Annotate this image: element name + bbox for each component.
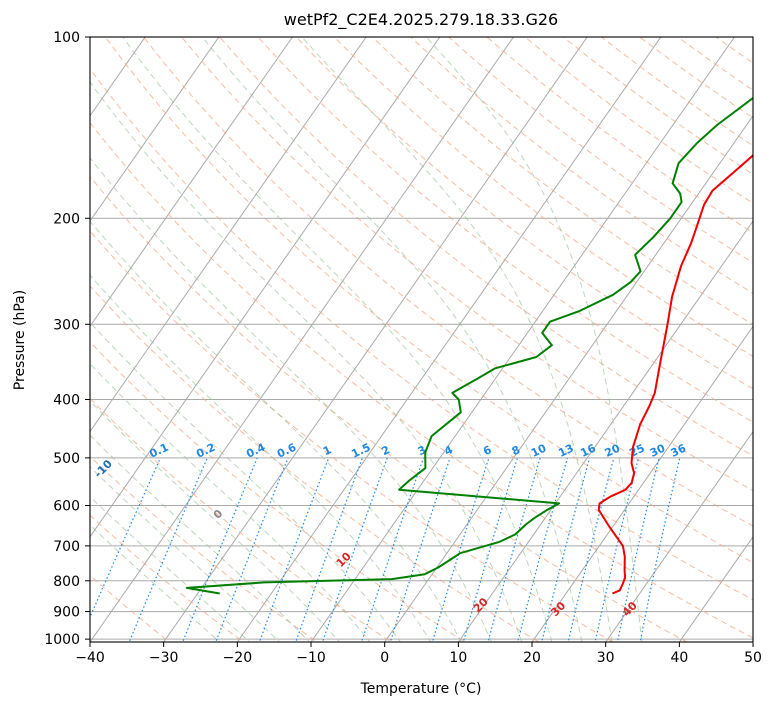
isotherm-line xyxy=(90,37,293,328)
plot-area xyxy=(90,37,753,642)
moist-adiabat-line xyxy=(90,274,432,642)
y-tick-label: 1000 xyxy=(44,632,80,648)
x-tick-label: −30 xyxy=(149,650,179,666)
dry-adiabat-line xyxy=(90,121,753,639)
x-tick-label: 30 xyxy=(597,650,615,666)
y-tick-label: 500 xyxy=(53,451,80,467)
y-axis: 100 200 300 400 500 600 700 800 900 1000 xyxy=(44,30,90,648)
isotherm-line xyxy=(384,114,753,642)
y-tick-label: 200 xyxy=(53,211,80,227)
mixing-ratio-line xyxy=(295,457,364,642)
moist-adiabat-line xyxy=(122,37,553,642)
isotherm-line xyxy=(90,37,514,642)
isotherm-line xyxy=(605,430,753,642)
moist-adiabat-line xyxy=(90,524,221,642)
mixing-ratio-line xyxy=(594,457,640,642)
isotherm-line xyxy=(531,325,753,642)
mixing-ratio-line xyxy=(639,457,681,642)
dewpoint-profile-line xyxy=(185,96,753,595)
mixing-ratio-line xyxy=(487,457,541,642)
dry-adiabat-line xyxy=(143,37,753,527)
moist-adiabat-line xyxy=(301,37,613,642)
mixing-ratio-line xyxy=(616,457,660,642)
isotherm-line xyxy=(163,37,588,642)
isotherm-line xyxy=(678,535,753,642)
dry-adiabat-line xyxy=(90,514,245,642)
dry-adiabat-line xyxy=(90,230,614,642)
moist-adiabat-line xyxy=(201,37,583,642)
mixing-ratio-line xyxy=(360,457,425,642)
mixing-ratio-label: 16 xyxy=(578,441,598,459)
mixing-ratio-line xyxy=(567,457,615,642)
x-tick-label: 0 xyxy=(380,650,389,666)
dry-adiabat-line xyxy=(333,37,753,357)
moist-adiabat-line xyxy=(90,434,311,642)
mixing-ratio-label: 20 xyxy=(603,441,623,459)
mixing-ratio-label: 10 xyxy=(529,441,549,459)
mixing-ratio-line xyxy=(462,457,519,642)
y-axis-title: Pressure (hPa) xyxy=(12,290,28,390)
dry-adiabat-line xyxy=(104,37,753,564)
moist-adiabat-line xyxy=(90,466,281,642)
moist-adiabat-line xyxy=(90,321,402,642)
x-tick-label: 20 xyxy=(523,650,541,666)
y-tick-label: 100 xyxy=(53,30,80,46)
x-tick-label: −20 xyxy=(223,650,253,666)
mixing-ratio-line xyxy=(431,457,490,642)
chart-title: wetPf2_C2E4.2025.279.18.33.G26 xyxy=(284,10,558,30)
isotherm-line xyxy=(457,220,753,642)
mixing-ratio-label: 36 xyxy=(669,441,689,459)
dry-adiabat-line xyxy=(257,37,753,423)
y-tick-label: 900 xyxy=(53,605,80,621)
moist-adiabat-line xyxy=(90,157,493,642)
y-tick-label: 800 xyxy=(53,574,80,590)
mixing-ratio-line xyxy=(258,457,330,642)
isotherm-line xyxy=(236,37,662,642)
mixing-ratio-line xyxy=(215,457,289,642)
isotherm-line xyxy=(310,37,735,642)
dry-adiabat-line xyxy=(90,341,466,642)
dry-adiabat-line xyxy=(90,397,392,642)
dry-adiabat-line xyxy=(90,68,753,601)
moist-adiabat-line xyxy=(425,37,643,642)
isotherm-line xyxy=(90,37,441,538)
mixing-ratio-line xyxy=(389,457,451,642)
y-tick-label: 700 xyxy=(53,539,80,555)
plot-frame xyxy=(89,36,754,643)
mixing-ratio-line xyxy=(182,457,258,642)
mixing-ratio-line xyxy=(321,457,388,642)
dry-adiabat-line xyxy=(90,285,540,642)
dry-adiabat-line xyxy=(295,37,753,390)
x-tick-label: −10 xyxy=(296,650,326,666)
x-tick-label: −40 xyxy=(75,650,105,666)
sounding-series xyxy=(185,96,753,595)
x-tick-label: 10 xyxy=(449,650,467,666)
mixing-ratio-label: 30 xyxy=(648,441,668,459)
x-axis-title: Temperature (°C) xyxy=(360,681,482,697)
x-tick-label: 50 xyxy=(744,650,762,666)
temperature-profile-line xyxy=(597,154,753,595)
mixing-ratio-line xyxy=(517,457,569,642)
x-axis: −40 −30 −20 −10 0 10 20 30 40 50 xyxy=(75,642,762,666)
isotherm-line xyxy=(90,37,220,222)
x-tick-label: 40 xyxy=(670,650,688,666)
y-tick-label: 600 xyxy=(53,499,80,515)
moist-adiabat-line xyxy=(90,400,341,642)
mixing-ratio-label: 13 xyxy=(556,442,575,460)
moist-adiabat-line xyxy=(90,363,371,642)
y-tick-label: 400 xyxy=(53,393,80,409)
mixing-ratio-line xyxy=(541,457,591,642)
y-tick-label: 300 xyxy=(53,317,80,333)
isotherm-line xyxy=(90,37,367,433)
moist-adiabat-line xyxy=(90,220,462,642)
moist-adiabat-line xyxy=(90,495,251,642)
